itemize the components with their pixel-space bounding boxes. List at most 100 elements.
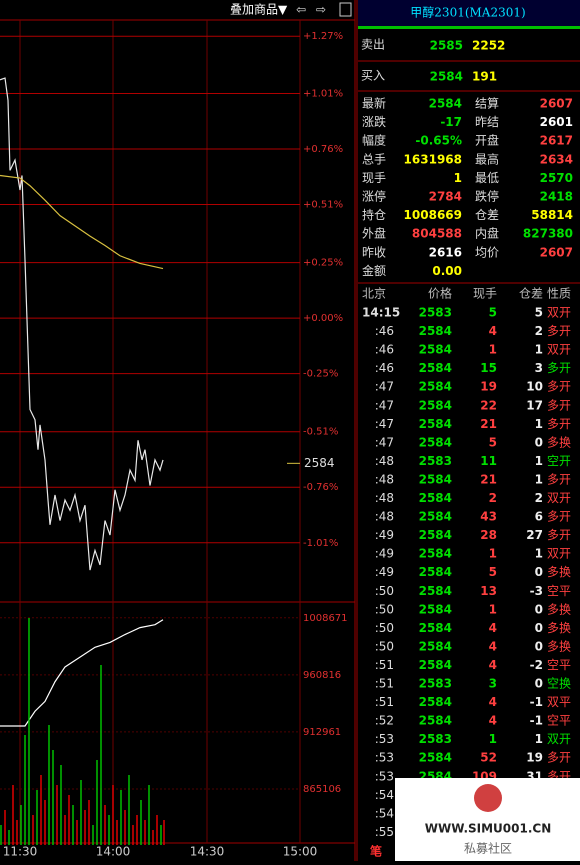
trade-price: 2584 <box>419 714 452 728</box>
back-button[interactable]: ⇦ <box>296 3 306 17</box>
trade-nature: 双开 <box>547 547 571 561</box>
quote-value: 2570 <box>540 171 573 185</box>
trade-price: 2584 <box>419 751 452 765</box>
volume-bar <box>76 820 78 845</box>
trade-time: :46 <box>375 361 394 375</box>
volume-bar <box>144 820 146 845</box>
volume-bar <box>112 785 114 845</box>
trade-oi: 0 <box>535 621 543 635</box>
trade-oi: 27 <box>526 528 543 542</box>
trade-price: 2583 <box>419 732 452 746</box>
trade-oi: -1 <box>530 714 543 728</box>
trade-price: 2583 <box>419 454 452 468</box>
volume-bar <box>48 725 50 845</box>
quote-value: 1631968 <box>404 152 462 166</box>
trade-oi: 6 <box>535 510 543 524</box>
trade-column-header: 价格 <box>428 286 452 301</box>
trade-price: 2584 <box>419 472 452 486</box>
quote-value: 2601 <box>540 115 573 129</box>
trade-volume: 4 <box>489 658 497 672</box>
quote-label: 外盘 <box>362 226 386 241</box>
quote-value: 1008669 <box>404 208 462 222</box>
trade-price: 2584 <box>419 658 452 672</box>
series-line <box>0 619 164 727</box>
volume-bar <box>92 825 94 845</box>
trade-time: :48 <box>375 491 394 505</box>
quote-value: 2616 <box>429 245 462 259</box>
trade-nature: 双开 <box>547 343 571 357</box>
volume-bar <box>16 820 18 845</box>
trade-time: :54 <box>375 788 394 802</box>
trade-nature: 空换 <box>547 677 571 691</box>
quote-value: 1 <box>454 171 462 185</box>
quote-label: 跌停 <box>475 189 499 204</box>
trade-time: :53 <box>375 769 394 783</box>
trade-nature: 空开 <box>547 454 571 468</box>
watermark-logo <box>474 784 502 812</box>
volume-bar <box>56 785 58 845</box>
buy-price: 2584 <box>430 70 463 84</box>
trade-time: :51 <box>375 658 394 672</box>
quote-value: 2617 <box>540 134 573 148</box>
trade-column-header: 仓差 <box>519 287 543 301</box>
quote-value: 58814 <box>531 208 573 222</box>
trade-time: :53 <box>375 732 394 746</box>
volume-bar <box>24 735 26 845</box>
time-label: 15:00 <box>283 845 318 859</box>
quote-label: 结算 <box>475 96 499 111</box>
trade-time: :50 <box>375 602 394 616</box>
trade-price: 2584 <box>419 584 452 598</box>
trade-volume: 21 <box>480 472 497 486</box>
quote-label: 涨跌 <box>362 114 386 129</box>
trade-oi: 19 <box>526 751 543 765</box>
volume-bar <box>60 765 62 845</box>
quote-value: 2418 <box>540 190 573 204</box>
trade-price: 2584 <box>419 361 452 375</box>
series-line <box>0 77 164 571</box>
trade-price: 2584 <box>419 547 452 561</box>
watermark: WWW.SIMU001.CN 私募社区 <box>395 778 580 861</box>
trade-nature: 多换 <box>547 602 571 616</box>
watermark-url: WWW.SIMU001.CN <box>425 822 552 836</box>
trade-volume: 4 <box>489 695 497 709</box>
forward-button[interactable]: ⇨ <box>316 3 326 17</box>
trade-oi: 10 <box>526 380 543 394</box>
trade-time: :48 <box>375 454 394 468</box>
window-button[interactable] <box>339 2 352 17</box>
trade-volume: 5 <box>489 565 497 579</box>
trade-nature: 多换 <box>547 435 571 449</box>
volume-bar <box>80 780 82 845</box>
quote-label: 仓差 <box>475 208 499 222</box>
quote-label: 金额 <box>362 263 386 278</box>
trade-oi: -3 <box>530 584 543 598</box>
trade-oi: 17 <box>526 398 543 412</box>
quote-value: 2607 <box>540 97 573 111</box>
volume-bar <box>140 800 142 845</box>
trade-nature: 多换 <box>547 565 571 579</box>
tick-tab[interactable]: 笔 <box>370 844 382 859</box>
quote-value: 2784 <box>429 190 462 204</box>
trade-nature: 多换 <box>547 621 571 635</box>
trade-oi: -1 <box>530 695 543 709</box>
trade-price: 2584 <box>419 602 452 616</box>
volume-bar <box>163 820 165 845</box>
trade-volume: 1 <box>489 547 497 561</box>
quote-label: 最高 <box>475 151 499 166</box>
trade-price: 2584 <box>419 695 452 709</box>
overlay-button[interactable]: 叠加商品▼ <box>230 2 288 17</box>
trade-time: :50 <box>375 639 394 653</box>
trade-price: 2584 <box>419 380 452 394</box>
volume-bar <box>136 815 138 845</box>
y-tick-label: -0.76% <box>303 482 338 493</box>
y-tick-label: +0.51% <box>303 200 343 211</box>
trade-price: 2584 <box>419 528 452 542</box>
trade-time: :48 <box>375 472 394 486</box>
trade-volume: 22 <box>480 398 497 412</box>
trade-time: :50 <box>375 584 394 598</box>
volume-bar <box>88 800 90 845</box>
trade-price: 2584 <box>419 435 452 449</box>
trade-volume: 21 <box>480 417 497 431</box>
buy-label: 买入 <box>361 69 385 83</box>
